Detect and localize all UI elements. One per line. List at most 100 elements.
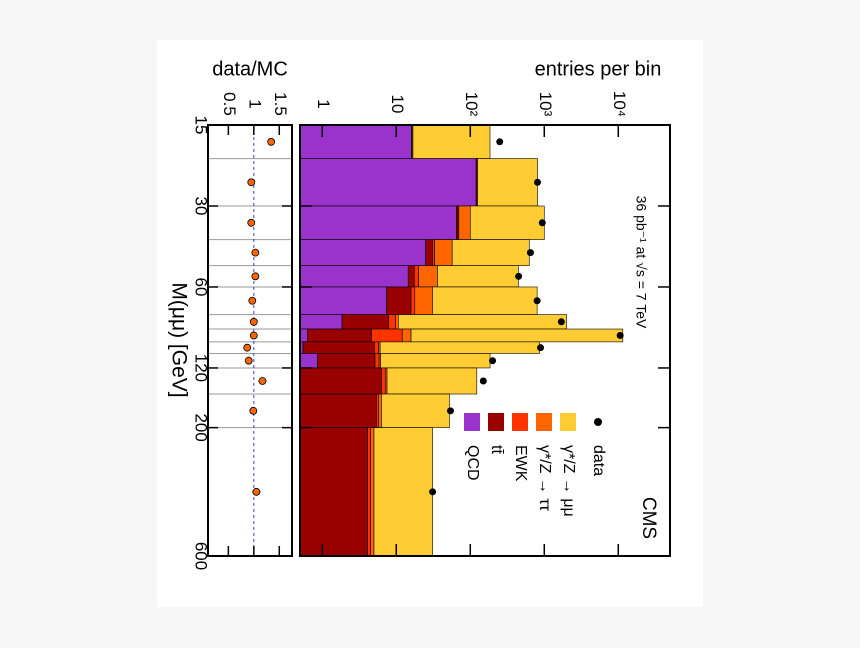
legend-label: tt̄: [488, 445, 505, 454]
ratio-tick-label: 1.5: [271, 92, 290, 116]
bar-segment: [401, 328, 412, 343]
bar-segment: [398, 314, 567, 330]
data-point: [515, 272, 523, 280]
ratio-point: [252, 487, 261, 496]
data-point: [446, 407, 454, 415]
x-tick-label: 30: [192, 197, 211, 216]
bar-segment: [458, 205, 471, 240]
bar-segment: [302, 341, 375, 354]
bar-segment: [469, 205, 545, 240]
bar-segment: [380, 353, 491, 369]
plot-frame: [299, 124, 671, 557]
bar-segment: [395, 314, 399, 330]
bar-segment: [414, 286, 433, 315]
legend-marker: [594, 418, 602, 426]
ratio-point: [249, 406, 258, 415]
data-point: [534, 178, 542, 186]
bar-segment: [374, 353, 380, 369]
ratio-frame: [207, 124, 293, 557]
legend-label: γ*/Z → μμ: [560, 445, 577, 517]
bar-segment: [410, 286, 416, 315]
legend-label: γ*/Z → ττ: [536, 445, 553, 512]
ratio-point: [248, 296, 257, 305]
ratio-axis-title: data/MC: [212, 58, 288, 80]
bar-segment: [413, 265, 419, 288]
legend-label: EWK: [512, 445, 529, 482]
bar-segment: [388, 314, 396, 330]
data-point: [533, 297, 541, 305]
x-axis-title: M(μμ) [GeV]: [167, 282, 190, 397]
bar-segment: [300, 393, 377, 428]
ratio-point: [258, 377, 267, 385]
bar-segment: [300, 158, 477, 207]
stack: [300, 125, 624, 556]
x-tick-label: 15: [192, 116, 211, 135]
annotation: 36 pb⁻¹ at √s = 7 TeV: [633, 196, 649, 329]
x-tick-label: 600: [192, 542, 211, 570]
ratio-point: [247, 178, 256, 187]
legend-label: data: [590, 445, 607, 476]
data-point: [557, 318, 565, 326]
ratio-tick-label: 1: [245, 99, 264, 108]
legend-swatch: [512, 413, 528, 431]
ratio-point: [243, 343, 252, 352]
x-tick-label: 200: [192, 413, 211, 441]
ratio-point: [251, 272, 260, 281]
bar-segment: [477, 158, 538, 207]
ratio-point: [251, 248, 260, 257]
bar-segment: [376, 393, 380, 428]
bar-segment: [378, 393, 382, 428]
bar-segment: [410, 328, 624, 343]
y-tick-label: 10: [388, 95, 407, 114]
legend-swatch: [560, 413, 576, 431]
bar-segment: [374, 341, 379, 354]
ratio-point: [267, 137, 276, 146]
bar-segment: [434, 239, 453, 266]
ratio-point: [247, 218, 256, 227]
bar-segment: [300, 239, 427, 266]
bar-segment: [386, 286, 412, 315]
bar-segment: [371, 328, 403, 343]
y-axis-title: entries per bin: [535, 58, 662, 80]
bar-segment: [300, 125, 412, 159]
bar-segment: [373, 427, 433, 556]
bar-segment: [381, 393, 450, 428]
ratio-point: [244, 356, 253, 365]
bar-segment: [437, 265, 519, 288]
bar-segment: [300, 286, 387, 315]
ratio-tick-label: 0.5: [220, 92, 239, 116]
x-tick-label: 120: [192, 354, 211, 382]
bar-segment: [367, 427, 371, 556]
bar-segment: [370, 427, 375, 556]
data-point: [616, 331, 624, 339]
legend-swatch: [464, 413, 480, 431]
bar-segment: [432, 286, 538, 315]
bar-segment: [451, 239, 530, 266]
y-tick-label: 10²: [462, 92, 481, 117]
ratio-point: [249, 331, 258, 340]
bar-segment: [418, 265, 438, 288]
bar-segment: [300, 265, 409, 288]
legend-label: QCD: [464, 445, 481, 481]
bar-segment: [412, 125, 491, 159]
bar-segment: [307, 328, 372, 343]
y-tick-label: 1: [314, 99, 333, 108]
x-tick-label: 60: [192, 278, 211, 297]
bar-segment: [317, 353, 376, 369]
bar-segment: [379, 341, 540, 354]
ratio-point: [249, 317, 258, 326]
y-tick-label: 10³: [536, 92, 555, 117]
y-tick-label: 10⁴: [610, 91, 629, 117]
data-point: [538, 219, 546, 227]
data-point: [496, 138, 504, 146]
data-point: [479, 377, 487, 385]
bar-segment: [425, 239, 433, 266]
bar-segment: [300, 314, 343, 330]
data-point: [429, 488, 437, 496]
legend-swatch: [488, 413, 504, 431]
legend-swatch: [536, 413, 552, 431]
bar-segment: [381, 367, 386, 395]
data-point: [526, 249, 534, 257]
